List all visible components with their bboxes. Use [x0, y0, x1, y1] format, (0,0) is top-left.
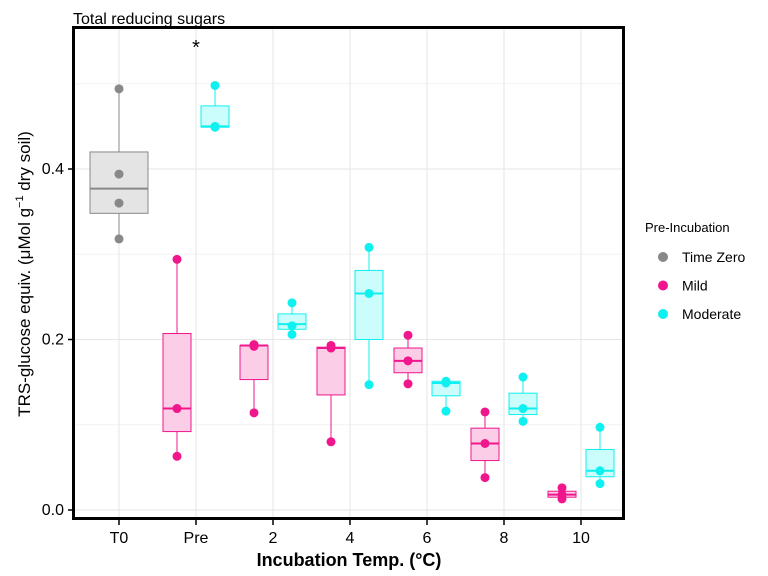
legend-key-mild: [658, 280, 668, 291]
data-point: [114, 84, 124, 94]
legend-key-moderate: [658, 309, 668, 319]
data-point: [480, 439, 490, 449]
x-tick-label: 8: [500, 530, 509, 547]
iqr-box: [354, 269, 384, 341]
data-point: [480, 407, 490, 417]
x-axis: T0 Pre 2 4 6 8 10: [110, 520, 590, 547]
data-point: [172, 451, 182, 461]
iqr-box: [162, 333, 192, 433]
x-axis-label: Incubation Temp. (°C): [257, 550, 442, 570]
boxes: [89, 80, 615, 504]
data-point: [210, 121, 220, 131]
grid: [75, 29, 622, 517]
data-point: [172, 404, 182, 414]
data-point: [287, 321, 297, 331]
x-tick-label: 6: [423, 530, 432, 547]
data-point: [518, 404, 528, 414]
box-2-moderate: [277, 298, 307, 339]
y-tick-label: 0.4: [42, 161, 64, 178]
data-point: [403, 330, 413, 340]
data-point: [114, 198, 124, 208]
box-t0-time-zero: [89, 84, 149, 244]
y-axis-label-superscript: −1: [14, 195, 26, 208]
legend-label-time-zero: Time Zero: [682, 249, 745, 265]
x-tick-label: T0: [110, 530, 129, 547]
box-pre-mild: [162, 254, 192, 461]
data-point: [326, 437, 336, 447]
data-point: [114, 234, 124, 244]
data-point: [210, 80, 220, 90]
legend-label-moderate: Moderate: [682, 306, 741, 322]
data-point: [441, 378, 451, 388]
data-point: [403, 379, 413, 389]
x-tick-label: 10: [572, 530, 590, 547]
y-axis-label-tail: dry soil): [15, 131, 34, 195]
box-2-mild: [239, 340, 269, 418]
significance-annotation: *: [192, 37, 200, 59]
data-point: [364, 380, 374, 390]
data-point: [364, 288, 374, 298]
data-point: [287, 329, 297, 339]
y-axis: 0.0 0.2 0.4: [42, 161, 73, 519]
data-point: [326, 343, 336, 353]
box-pre-moderate: [200, 80, 230, 132]
y-tick-label: 0.2: [42, 332, 64, 349]
legend-key-time-zero: [658, 252, 668, 262]
data-point: [403, 356, 413, 366]
box-6-moderate: [431, 376, 461, 416]
data-point: [249, 341, 259, 351]
y-tick-label: 0.0: [42, 502, 64, 519]
legend-title: Pre-Incubation: [645, 220, 730, 235]
box-8-moderate: [508, 372, 538, 426]
data-point: [557, 483, 567, 493]
box-6-mild: [393, 330, 423, 389]
box-8-mild: [470, 407, 500, 483]
x-tick-label: Pre: [184, 530, 209, 547]
legend: Pre-Incubation Time Zero Mild Moderate: [645, 220, 745, 322]
box-10-moderate: [585, 422, 615, 489]
data-point: [518, 416, 528, 426]
data-point: [595, 466, 605, 476]
box-4-mild: [316, 340, 346, 447]
data-point: [595, 422, 605, 432]
iqr-box: [239, 344, 269, 381]
data-point: [364, 242, 374, 252]
data-point: [172, 254, 182, 264]
y-axis-label: TRS-glucose equiv. (μMol g−1 dry soil): [14, 131, 34, 417]
plot-panel-border: [72, 26, 625, 520]
data-point: [480, 473, 490, 483]
iqr-box: [316, 346, 346, 396]
data-point: [595, 479, 605, 489]
x-tick-label: 2: [269, 530, 278, 547]
box-10-mild: [547, 483, 577, 504]
box-4-moderate: [354, 242, 384, 390]
y-axis-label-main: TRS-glucose equiv. (μMol g: [15, 208, 34, 417]
data-point: [249, 408, 259, 418]
data-point: [518, 372, 528, 382]
legend-label-mild: Mild: [682, 278, 708, 294]
chart-title: Total reducing sugars: [73, 11, 225, 28]
x-tick-label: 4: [346, 530, 355, 547]
data-point: [441, 406, 451, 416]
data-point: [287, 298, 297, 308]
data-point: [557, 494, 567, 504]
data-point: [114, 169, 124, 179]
